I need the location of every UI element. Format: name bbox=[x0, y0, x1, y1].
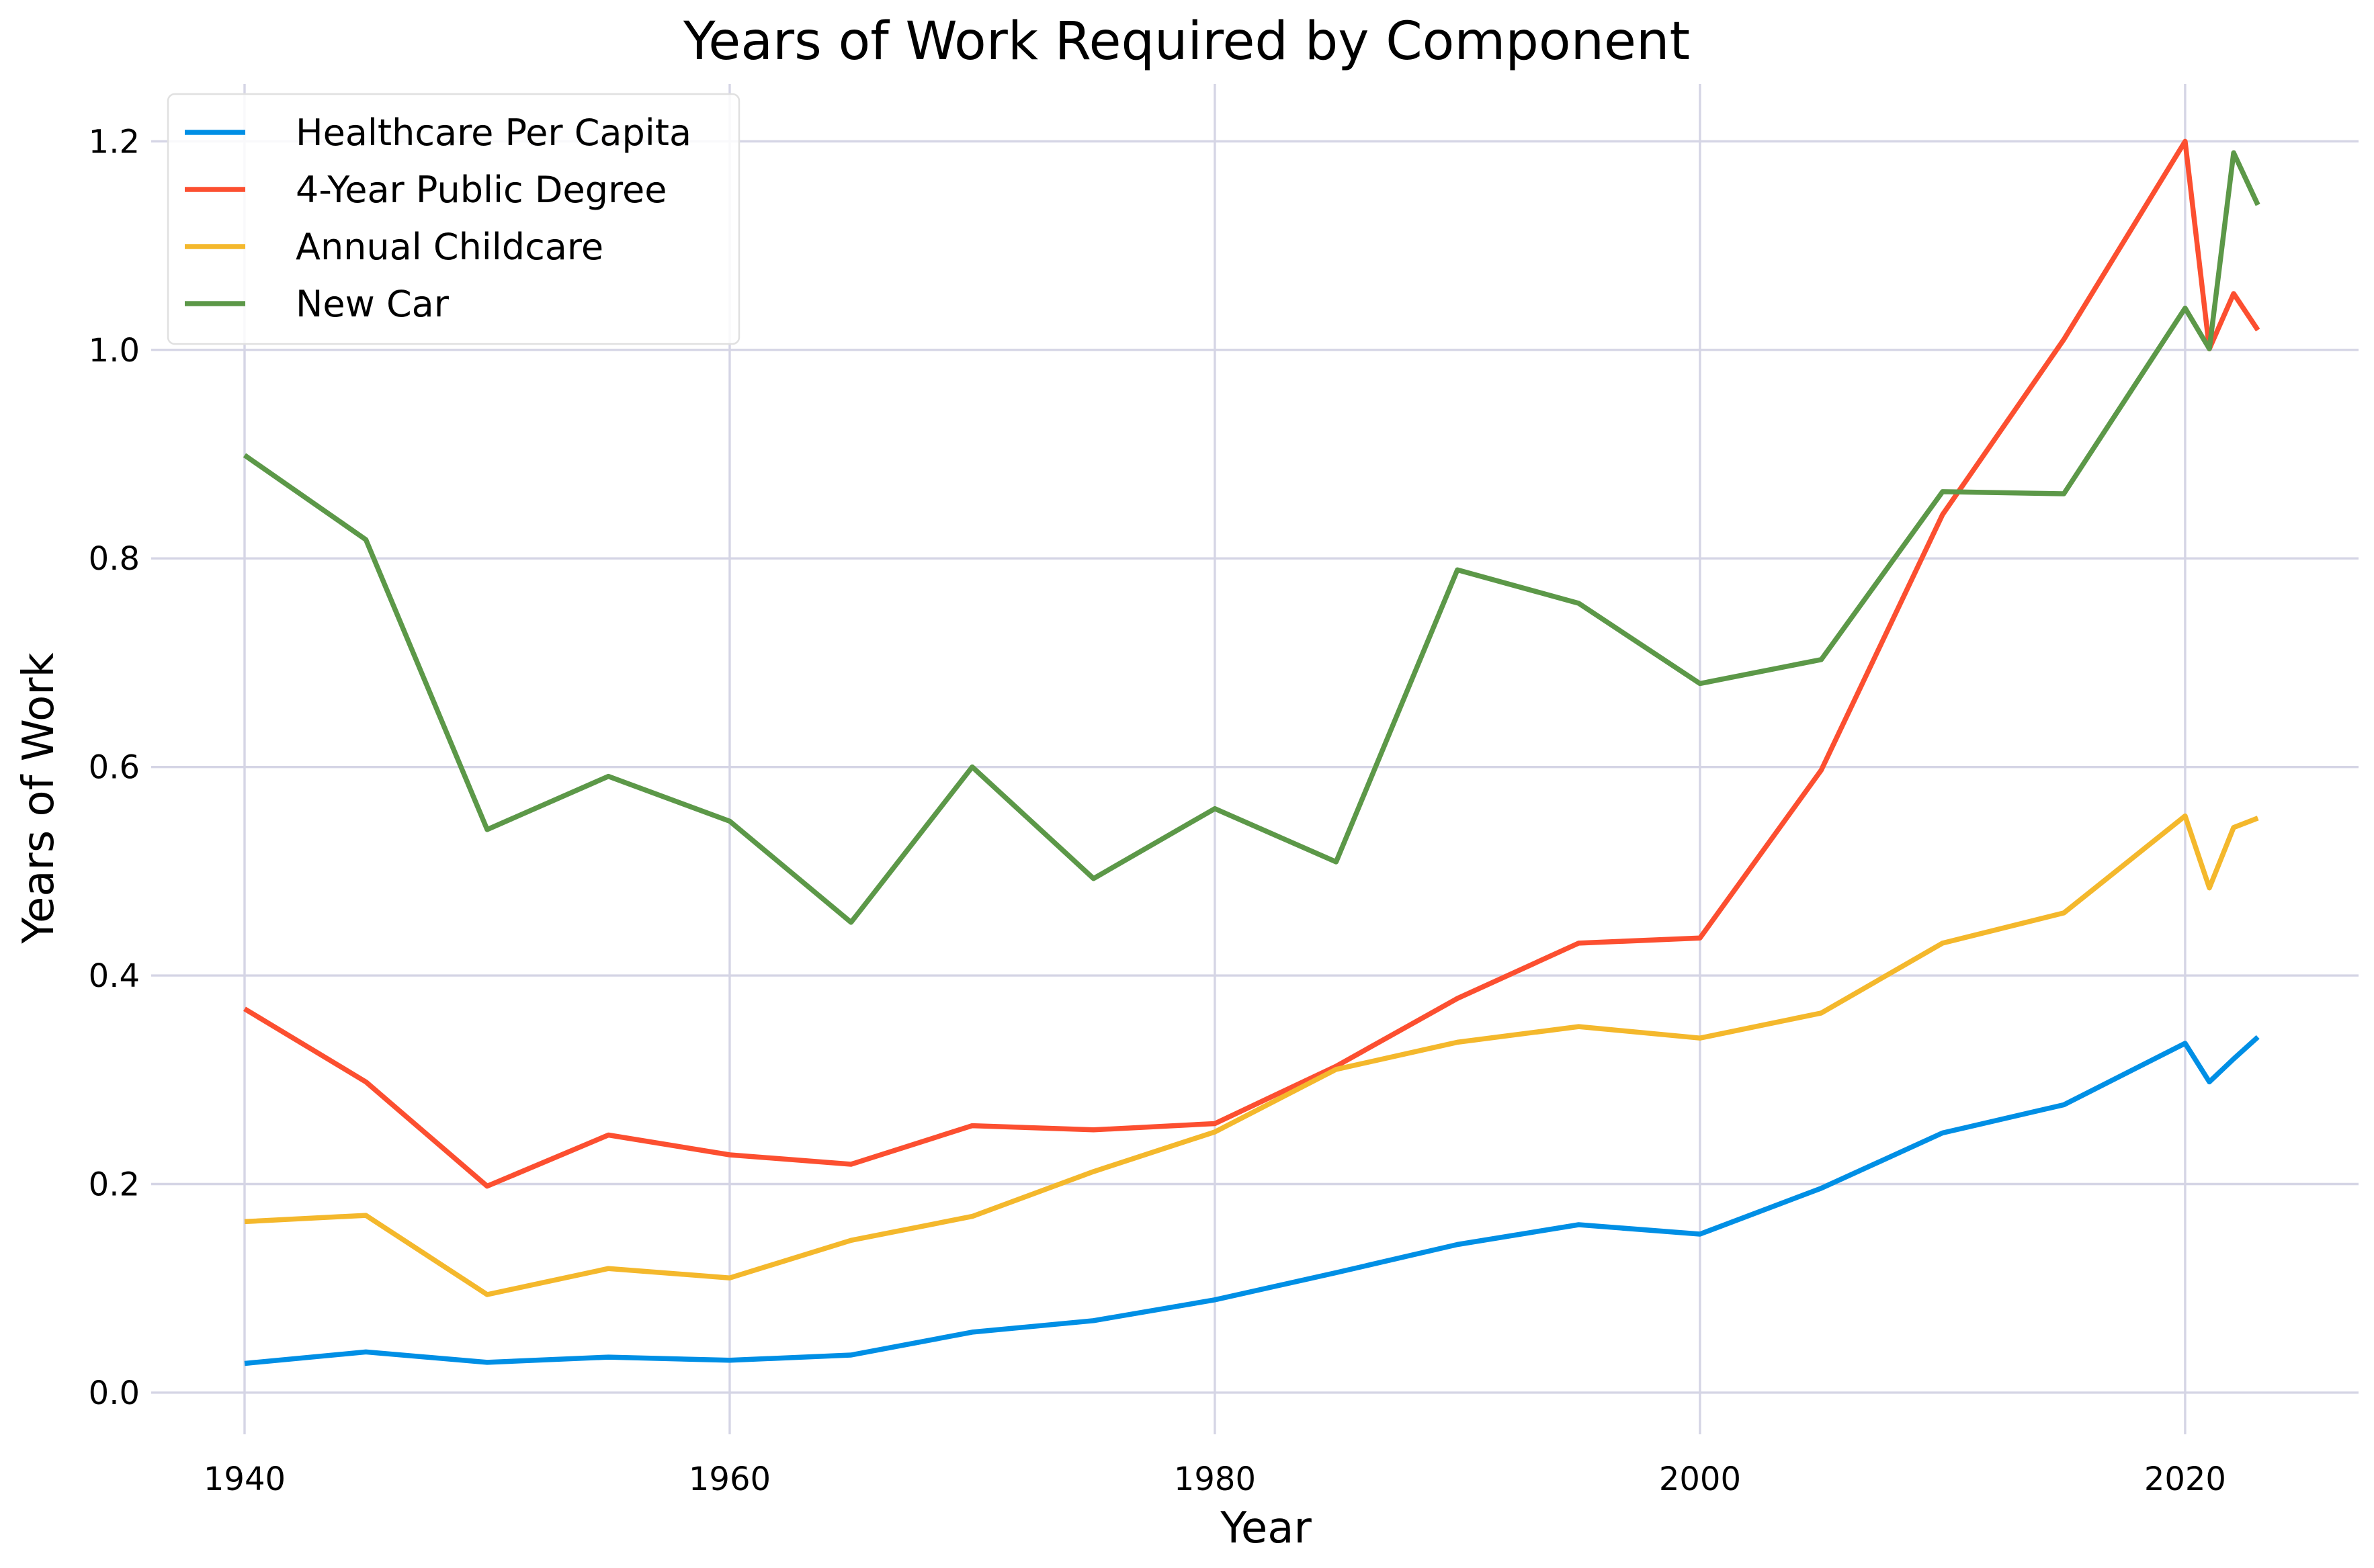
y-axis-ticks: 0.0 0.2 0.4 0.6 0.8 1.0 1.2 bbox=[89, 123, 140, 1412]
y-tick-label: 0.2 bbox=[89, 1166, 140, 1203]
legend-label: Annual Childcare bbox=[296, 226, 603, 268]
y-tick-label: 1.0 bbox=[89, 332, 140, 369]
series-line-1 bbox=[243, 138, 2260, 1189]
y-tick-label: 0.6 bbox=[89, 749, 140, 787]
y-tick-label: 1.2 bbox=[89, 123, 140, 161]
legend-entries: Healthcare Per Capita 4-Year Public Degre… bbox=[185, 112, 691, 325]
y-tick-label: 0.4 bbox=[89, 957, 140, 995]
legend-label: 4-Year Public Degree bbox=[296, 169, 667, 211]
x-tick-label: 1960 bbox=[689, 1461, 771, 1498]
y-axis-label: Years of Work bbox=[14, 652, 64, 944]
legend: Healthcare Per Capita 4-Year Public Degre… bbox=[167, 93, 740, 345]
series-line-2 bbox=[244, 813, 2259, 1297]
chart-title: Years of Work Required by Component bbox=[683, 11, 1690, 72]
x-axis-ticks: 1940 1960 1980 2000 2020 bbox=[204, 1461, 2226, 1498]
x-axis-label: Year bbox=[1220, 1504, 1312, 1553]
series-lines bbox=[243, 138, 2260, 1366]
x-tick-label: 1980 bbox=[1174, 1461, 1256, 1498]
y-tick-label: 0.8 bbox=[89, 540, 140, 578]
legend-label: Healthcare Per Capita bbox=[296, 112, 691, 154]
x-tick-label: 1940 bbox=[204, 1461, 286, 1498]
legend-frame bbox=[167, 93, 740, 345]
x-tick-label: 2020 bbox=[2144, 1461, 2226, 1498]
series-line-3 bbox=[243, 150, 2260, 925]
legend-label: New Car bbox=[296, 283, 450, 325]
series-line-0 bbox=[244, 1035, 2260, 1366]
x-tick-label: 2000 bbox=[1659, 1461, 1741, 1498]
y-tick-label: 0.0 bbox=[89, 1375, 140, 1412]
